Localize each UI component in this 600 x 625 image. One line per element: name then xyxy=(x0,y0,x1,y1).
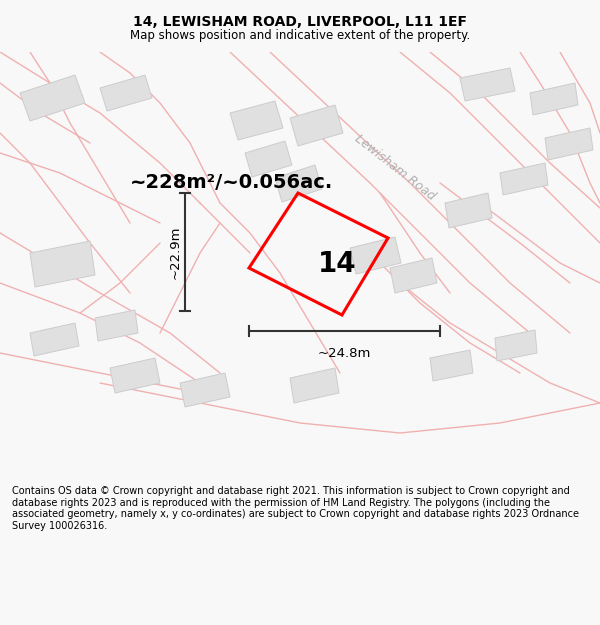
Text: Map shows position and indicative extent of the property.: Map shows position and indicative extent… xyxy=(130,29,470,42)
Polygon shape xyxy=(95,310,138,341)
Polygon shape xyxy=(230,101,283,140)
Polygon shape xyxy=(545,128,593,160)
Text: 14: 14 xyxy=(318,249,356,278)
Polygon shape xyxy=(180,373,230,407)
Polygon shape xyxy=(30,241,95,287)
Text: ~24.8m: ~24.8m xyxy=(318,347,371,360)
Text: ~22.9m: ~22.9m xyxy=(169,225,182,279)
Polygon shape xyxy=(110,358,160,393)
Polygon shape xyxy=(350,237,401,274)
Polygon shape xyxy=(530,83,578,115)
Polygon shape xyxy=(445,193,492,228)
Polygon shape xyxy=(390,258,437,293)
Polygon shape xyxy=(495,330,537,361)
Polygon shape xyxy=(430,350,473,381)
Polygon shape xyxy=(20,75,85,121)
Polygon shape xyxy=(100,75,152,111)
Polygon shape xyxy=(460,68,515,101)
Text: ~228m²/~0.056ac.: ~228m²/~0.056ac. xyxy=(130,174,333,192)
Polygon shape xyxy=(275,165,322,202)
Text: 14, LEWISHAM ROAD, LIVERPOOL, L11 1EF: 14, LEWISHAM ROAD, LIVERPOOL, L11 1EF xyxy=(133,14,467,29)
Text: Contains OS data © Crown copyright and database right 2021. This information is : Contains OS data © Crown copyright and d… xyxy=(12,486,579,531)
Polygon shape xyxy=(500,163,548,195)
Polygon shape xyxy=(30,323,79,356)
Text: Lewisham Road: Lewisham Road xyxy=(352,132,438,203)
Polygon shape xyxy=(245,141,292,177)
Polygon shape xyxy=(290,105,343,146)
Polygon shape xyxy=(290,368,339,403)
